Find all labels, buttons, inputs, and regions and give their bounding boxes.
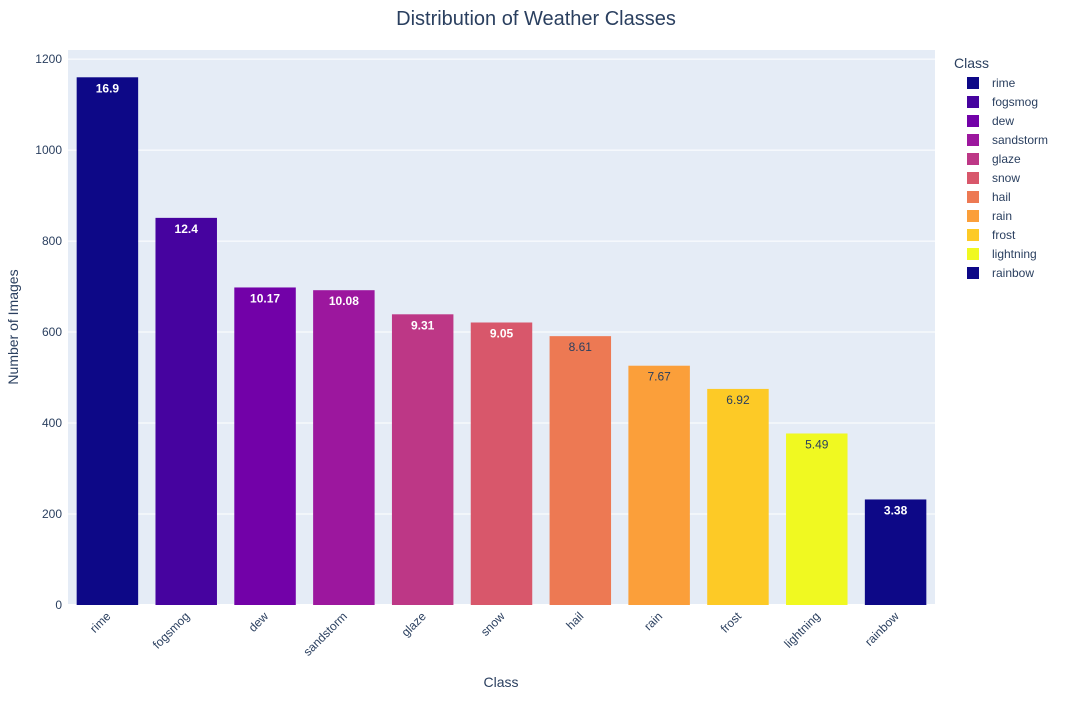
legend-swatch[interactable]: [967, 115, 979, 127]
bar-snow: [470, 322, 533, 605]
bar-rime: [76, 77, 139, 605]
bar-sandstorm: [313, 290, 375, 605]
legend-swatch[interactable]: [967, 210, 979, 222]
data-label: 8.61: [569, 340, 593, 354]
x-tick-label: sandstorm: [300, 609, 350, 659]
legend-swatch[interactable]: [967, 267, 979, 279]
legend-item-rainbow[interactable]: rainbow: [992, 266, 1034, 280]
bars: 16.9 12.4 10.17 10.08 9.31 9.05 8.61 7.67 6.92 5.…: [76, 77, 927, 606]
legend-swatch[interactable]: [967, 134, 979, 146]
y-axis: 0 200 400 600 800 1000 1200: [35, 52, 62, 612]
legend-title: Class: [954, 55, 989, 71]
x-tick-label: lightning: [781, 609, 823, 651]
bar-rain: [628, 365, 690, 605]
y-tick-label: 600: [42, 325, 62, 339]
bar-frost: [707, 388, 769, 605]
legend-item-rain[interactable]: rain: [992, 209, 1012, 223]
legend-swatch[interactable]: [967, 248, 979, 260]
data-label: 7.67: [647, 370, 671, 384]
legend-item-fogsmog[interactable]: fogsmog: [992, 95, 1038, 109]
legend-swatch[interactable]: [967, 229, 979, 241]
legend-swatch[interactable]: [967, 172, 979, 184]
x-tick-label: rainbow: [862, 609, 902, 649]
legend-item-hail[interactable]: hail: [992, 190, 1011, 204]
legend-item-rime[interactable]: rime: [992, 76, 1016, 90]
legend-item-dew[interactable]: dew: [992, 114, 1014, 128]
x-tick-label: frost: [718, 609, 745, 636]
x-tick-label: dew: [246, 609, 272, 635]
legend-item-sandstorm[interactable]: sandstorm: [992, 133, 1048, 147]
bar-fogsmog: [155, 217, 217, 606]
legend: Class rime fogsmog dew sandstorm glaze snow ha…: [954, 55, 1048, 280]
legend-item-frost[interactable]: frost: [992, 228, 1016, 242]
data-label: 3.38: [884, 503, 908, 517]
data-label: 5.49: [805, 437, 829, 451]
legend-swatch[interactable]: [967, 77, 979, 89]
x-tick-label: rime: [87, 609, 114, 636]
x-axis-label: Class: [483, 674, 518, 690]
bar-lightning: [786, 433, 848, 605]
data-label: 9.31: [411, 318, 435, 332]
y-tick-label: 400: [42, 416, 62, 430]
x-tick-label: glaze: [399, 609, 429, 639]
data-label: 10.17: [250, 291, 280, 305]
legend-swatch[interactable]: [967, 153, 979, 165]
bar-hail: [549, 336, 612, 605]
data-label: 9.05: [490, 326, 514, 340]
x-tick-label: fogsmog: [150, 609, 192, 651]
chart-title: Distribution of Weather Classes: [396, 8, 676, 30]
x-tick-label: hail: [563, 609, 586, 632]
y-tick-label: 1200: [35, 52, 62, 66]
x-tick-label: snow: [478, 609, 508, 639]
y-tick-label: 1000: [35, 143, 62, 157]
data-label: 12.4: [175, 222, 199, 236]
bar-rainbow: [864, 499, 927, 605]
bar-dew: [234, 287, 296, 605]
data-label: 16.9: [96, 81, 120, 95]
x-axis: rime fogsmog dew sandstorm glaze snow hail rain…: [87, 609, 902, 659]
y-tick-label: 0: [55, 598, 62, 612]
legend-item-lightning[interactable]: lightning: [992, 247, 1037, 261]
data-label: 6.92: [726, 393, 750, 407]
x-tick-label: rain: [641, 609, 665, 633]
bar-glaze: [391, 314, 454, 605]
y-axis-label: Number of Images: [5, 269, 21, 384]
y-tick-label: 800: [42, 234, 62, 248]
legend-item-glaze[interactable]: glaze: [992, 152, 1021, 166]
legend-swatch[interactable]: [967, 191, 979, 203]
legend-item-snow[interactable]: snow: [992, 171, 1020, 185]
y-tick-label: 200: [42, 507, 62, 521]
legend-swatch[interactable]: [967, 96, 979, 108]
data-label: 10.08: [329, 294, 359, 308]
